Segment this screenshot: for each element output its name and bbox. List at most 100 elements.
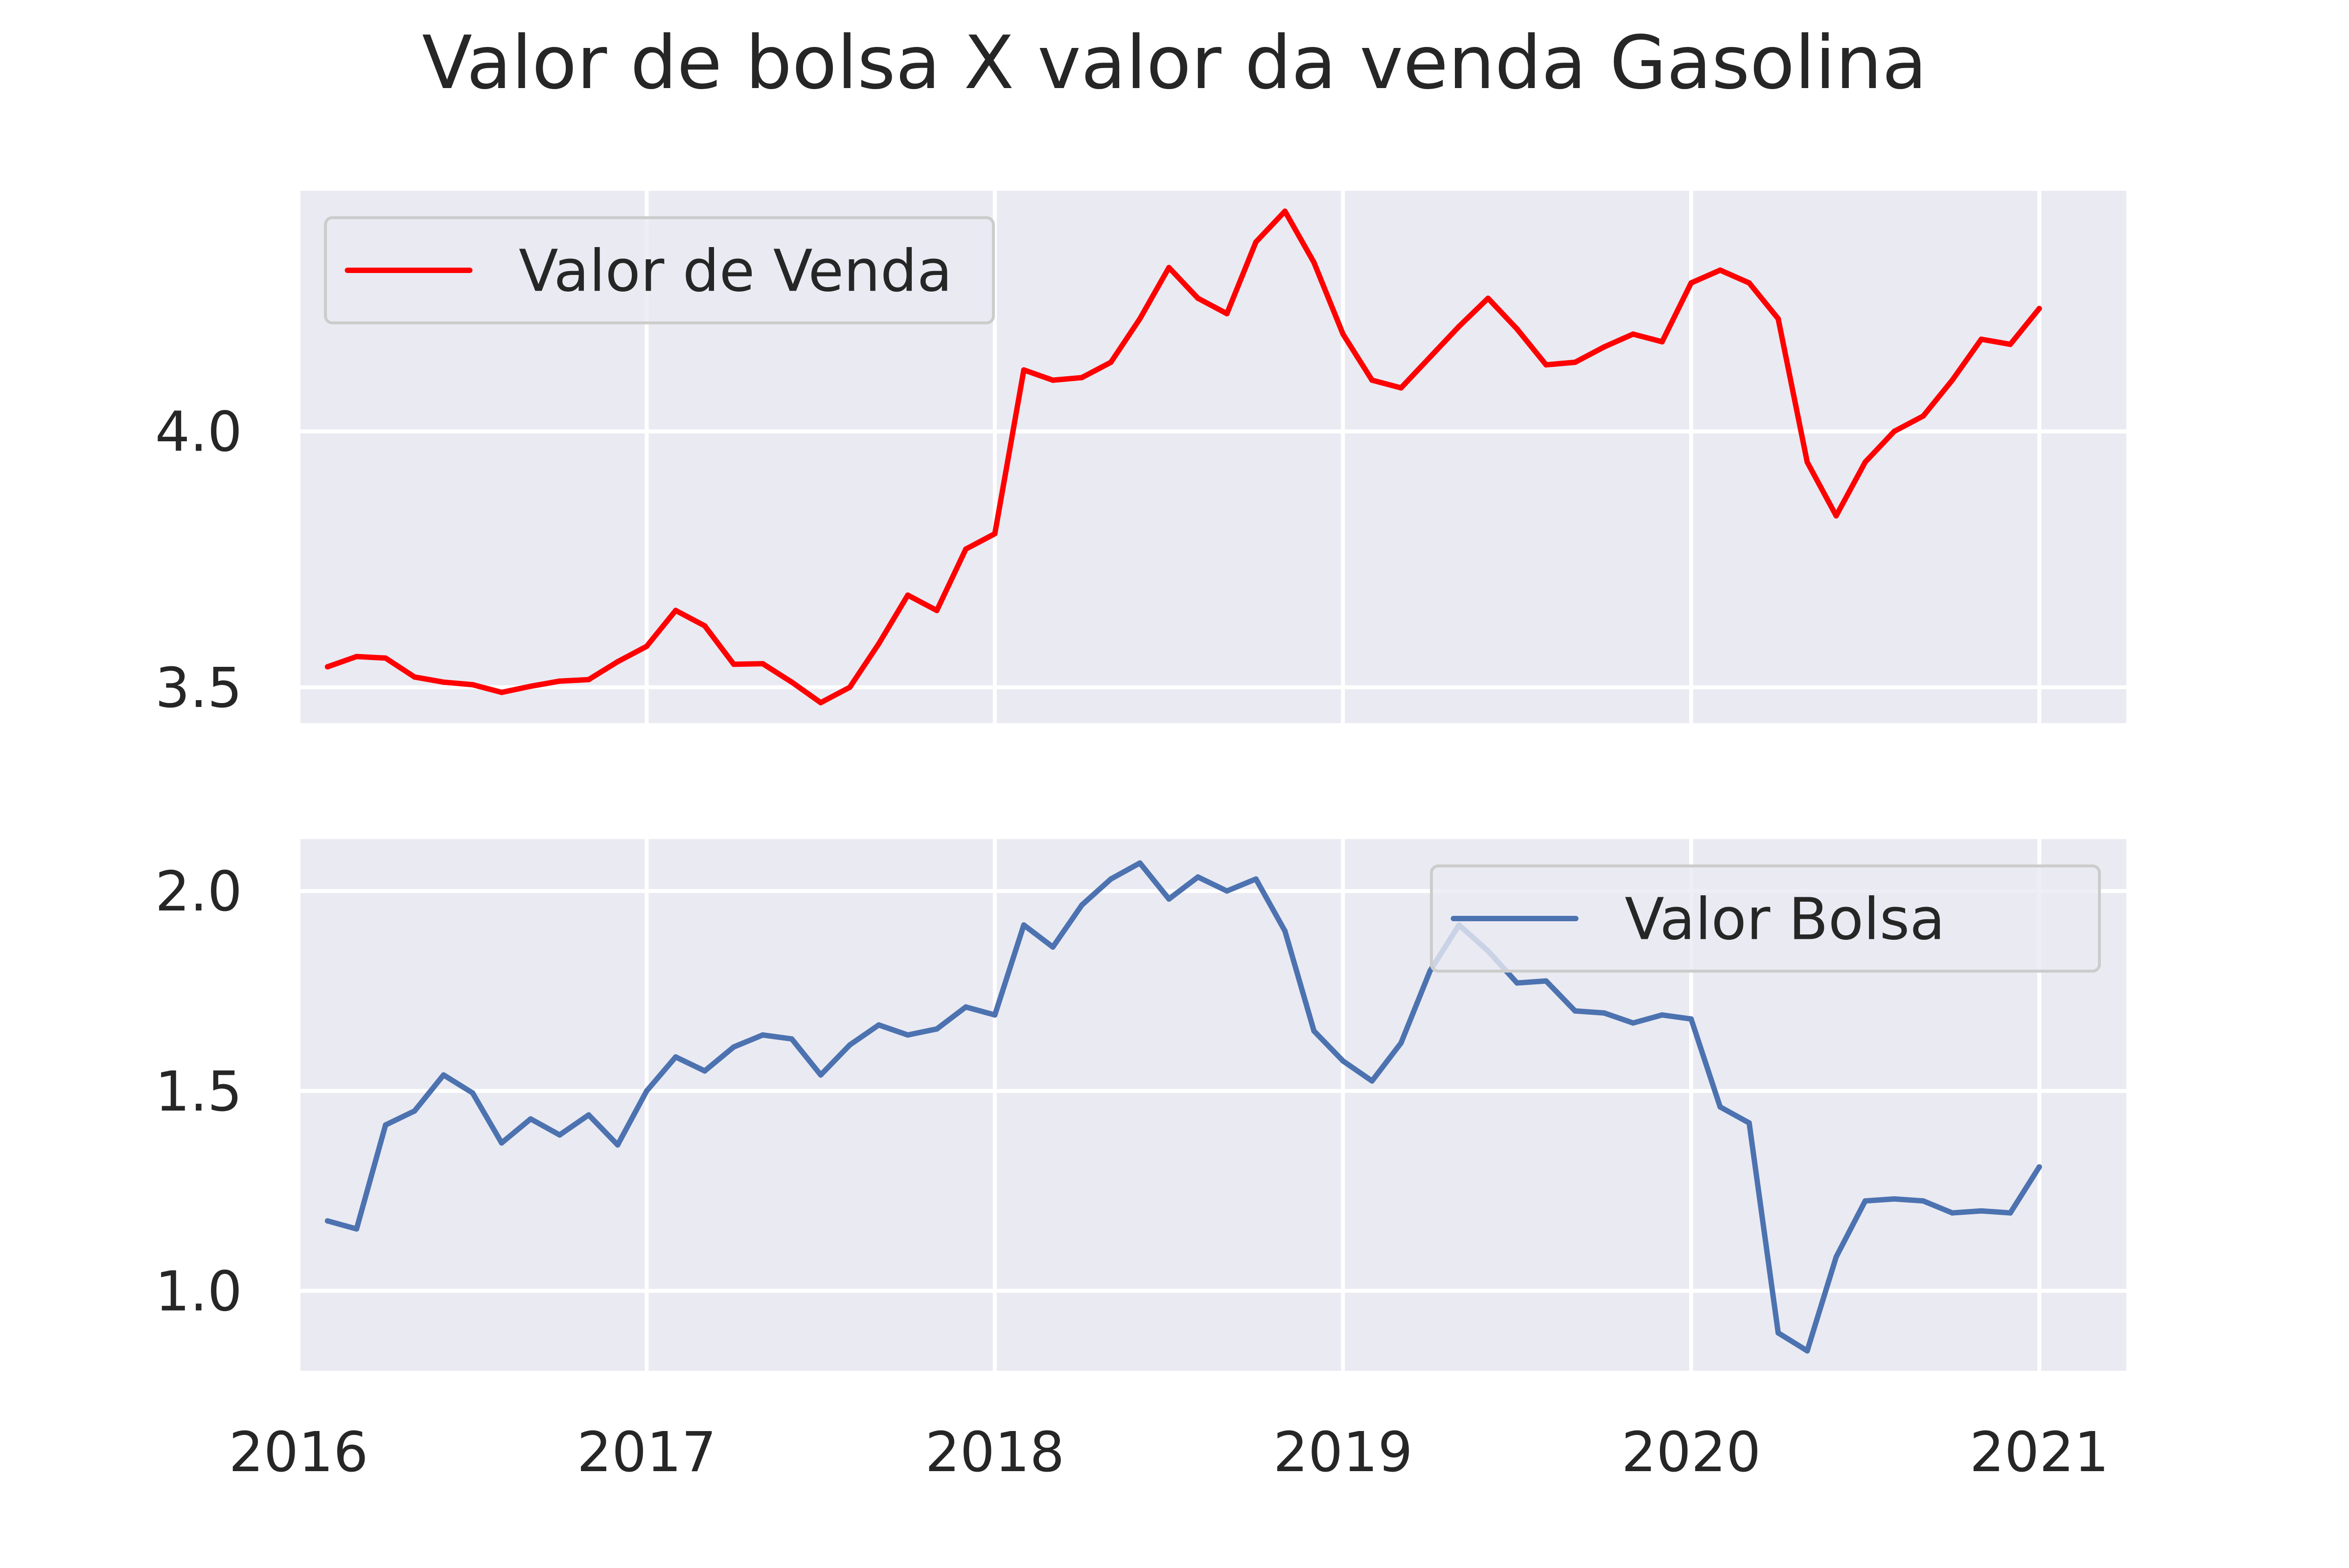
data-point — [1833, 513, 1839, 519]
data-point — [1601, 1010, 1607, 1016]
data-point — [760, 1032, 766, 1038]
data-point — [1891, 1196, 1897, 1202]
data-point — [1340, 1058, 1346, 1064]
data-point — [557, 1132, 563, 1138]
data-point — [1253, 876, 1259, 882]
legend-box — [1430, 864, 2101, 973]
data-point — [934, 608, 940, 614]
data-point — [1862, 459, 1868, 465]
data-point — [470, 682, 476, 687]
data-point — [1224, 311, 1230, 317]
data-point — [1427, 968, 1433, 974]
data-point — [354, 654, 360, 659]
data-point — [440, 679, 446, 685]
data-point — [1514, 980, 1520, 986]
data-point — [586, 677, 592, 682]
data-point — [1804, 1348, 1810, 1354]
data-point — [1369, 377, 1375, 383]
data-point — [440, 1072, 446, 1078]
data-point — [1456, 323, 1462, 329]
data-point — [1398, 1040, 1404, 1046]
data-point — [2036, 306, 2042, 312]
data-point — [934, 1026, 940, 1032]
data-point — [644, 1088, 649, 1094]
data-point — [1137, 860, 1143, 866]
data-point — [1340, 331, 1346, 337]
data-point — [702, 1068, 708, 1074]
data-point — [528, 1116, 533, 1122]
data-point — [383, 655, 389, 661]
legend-box — [324, 216, 995, 324]
data-point — [1891, 429, 1897, 434]
y-tick-label: 4.0 — [155, 401, 242, 464]
data-point — [1630, 1020, 1636, 1026]
data-point — [1920, 413, 1926, 419]
legend-label: Valor de Venda — [519, 237, 952, 305]
data-point — [1862, 1198, 1868, 1204]
data-point — [876, 641, 882, 647]
data-point — [1572, 360, 1578, 365]
series-line-venda — [324, 208, 2042, 705]
data-point — [615, 659, 621, 664]
data-point — [1050, 944, 1056, 950]
data-point — [1659, 1012, 1665, 1018]
data-point — [760, 661, 766, 667]
data-point — [412, 674, 417, 680]
data-point — [1572, 1008, 1578, 1014]
data-point — [1949, 1210, 1955, 1216]
data-point — [992, 1012, 998, 1018]
data-point — [818, 1072, 824, 1078]
data-point — [731, 1044, 737, 1050]
data-point — [2007, 1210, 2013, 1216]
data-point — [1369, 1078, 1375, 1084]
data-point — [1427, 354, 1433, 360]
data-point — [470, 1090, 476, 1096]
data-point — [702, 623, 708, 629]
data-point — [1717, 267, 1723, 273]
data-point — [1137, 316, 1143, 321]
data-point — [324, 664, 330, 670]
data-point — [615, 1142, 621, 1148]
data-point — [1253, 239, 1259, 245]
y-tick-label: 1.5 — [155, 1060, 242, 1124]
data-point — [2036, 1164, 2042, 1170]
data-point — [1514, 326, 1520, 332]
data-point — [1108, 876, 1114, 882]
data-point — [2007, 341, 2013, 347]
legend: Valor de Venda — [324, 216, 995, 324]
data-point — [1746, 280, 1752, 286]
data-point — [905, 1032, 911, 1038]
data-point — [1224, 888, 1230, 894]
data-point — [1079, 375, 1085, 381]
data-point — [644, 643, 649, 649]
data-point — [1195, 295, 1201, 301]
data-point — [1659, 339, 1665, 345]
data-point — [1746, 1120, 1752, 1126]
data-point — [324, 1218, 330, 1224]
data-point — [847, 684, 852, 690]
data-point — [499, 689, 505, 695]
data-point — [1775, 316, 1781, 321]
data-point — [1804, 459, 1810, 465]
data-point — [963, 546, 969, 552]
series-line-bolsa — [324, 860, 2042, 1354]
x-tick-label: 2021 — [1970, 1421, 2109, 1484]
y-tick-label: 2.0 — [155, 860, 242, 924]
legend-label: Valor Bolsa — [1625, 886, 1945, 953]
data-point — [1311, 1028, 1317, 1034]
subplots: 3.5 4.0 Valor de Venda 1.0 1.5 2.0 Valor Bolsa… — [155, 191, 2126, 1484]
data-point — [963, 1004, 969, 1010]
data-point — [383, 1122, 389, 1128]
data-point — [1833, 1254, 1839, 1260]
data-point — [818, 700, 824, 705]
chart-title: Valor de bolsa X valor da venda Gasolina — [422, 21, 1927, 106]
data-point — [1398, 385, 1404, 391]
data-point — [789, 1036, 795, 1042]
subplot-bolsa: 1.0 1.5 2.0 Valor Bolsa — [155, 839, 2126, 1371]
data-point — [905, 592, 911, 598]
x-tick-label: 2020 — [1621, 1421, 1761, 1484]
x-tick-label: 2016 — [229, 1421, 368, 1484]
data-point — [1543, 978, 1549, 984]
